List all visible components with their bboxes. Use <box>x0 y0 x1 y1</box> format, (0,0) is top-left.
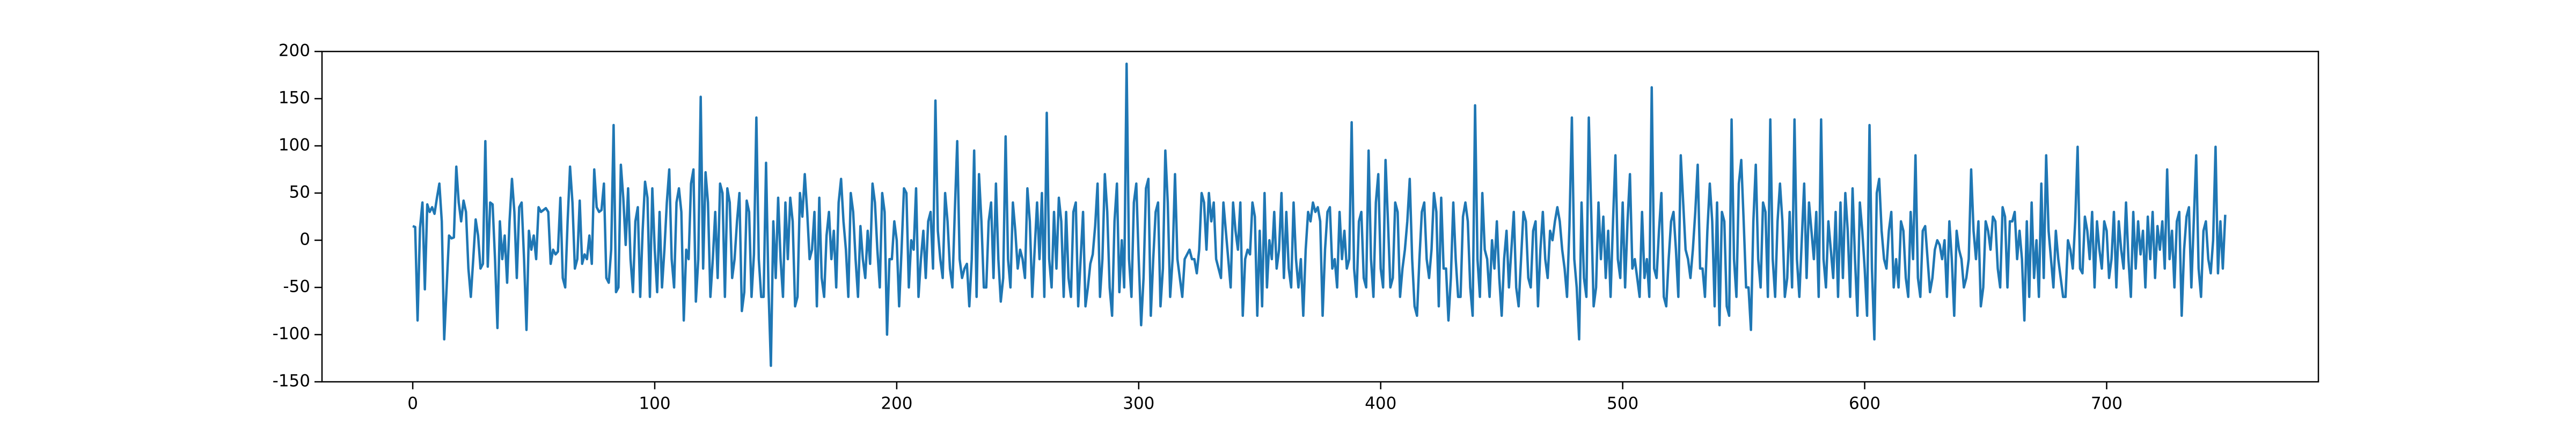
x-tick-label: 700 <box>2091 394 2123 413</box>
y-tick-label: 150 <box>279 88 310 108</box>
x-tick-label: 400 <box>1365 394 1396 413</box>
x-tick-label: 0 <box>407 394 418 413</box>
x-tick-label: 300 <box>1123 394 1154 413</box>
y-tick-label: -50 <box>283 277 310 297</box>
y-tick-label: 0 <box>299 230 310 249</box>
axes-frame <box>321 50 2319 383</box>
y-tick-label: -150 <box>273 372 310 391</box>
y-tick-label: 50 <box>289 183 310 202</box>
y-tick-label: 200 <box>279 41 310 61</box>
x-tick-label: 100 <box>639 394 670 413</box>
x-tick-label: 500 <box>1607 394 1638 413</box>
x-tick-label: 200 <box>881 394 912 413</box>
x-tick-label: 600 <box>1849 394 1880 413</box>
line-series <box>412 62 2227 367</box>
y-tick-label: -100 <box>273 324 310 344</box>
y-tick-label: 100 <box>279 136 310 155</box>
